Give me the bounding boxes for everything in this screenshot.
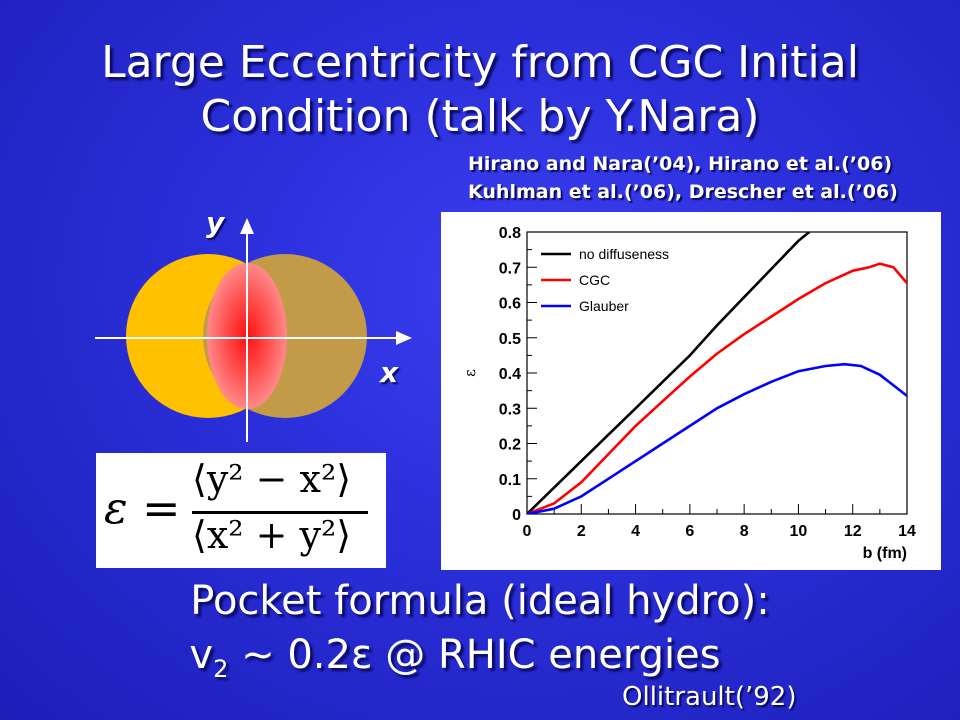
y-tick-label: 0.7 <box>499 260 521 277</box>
x-tick-label: 8 <box>740 523 749 540</box>
ollitrault-credit: Ollitrault(’92) <box>622 682 797 712</box>
eccentricity-chart-panel: 0 2 4 6 8 10 12 14 0 0.1 0.2 0.3 0.4 0.5 0.6 0.7 0.8 b (f… <box>441 212 941 570</box>
series-line-glauber <box>527 362 907 514</box>
formula-numerator: ⟨y² − x²⟩ <box>192 457 352 501</box>
series-line-cgc <box>527 262 907 514</box>
y-axis-label: ε <box>461 369 479 377</box>
y-tick-label: 0.3 <box>499 401 521 418</box>
series-line-no-diffuseness <box>527 232 811 514</box>
y-axis-arrow-icon <box>240 218 254 234</box>
x-tick-label: 12 <box>844 523 862 540</box>
formula-denominator: ⟨x² + y²⟩ <box>192 513 352 557</box>
pocket-formula-line-1: Pocket formula (ideal hydro): <box>190 578 770 624</box>
x-tick-label: 2 <box>577 523 586 540</box>
y-tick-label: 0.4 <box>499 366 521 383</box>
reference-line-2: Kuhlman et al.(’06), Drescher et al.(’06… <box>468 181 898 203</box>
formula-equals: = <box>142 481 181 535</box>
pocket-relation: ~ 0.2ε @ RHIC energies <box>228 632 721 678</box>
x-tick-label: 6 <box>685 523 694 540</box>
eccentricity-formula: ε = ⟨y² − x²⟩ ⟨x² + y²⟩ <box>96 453 386 568</box>
reference-line-1: Hirano and Nara(’04), Hirano et al.(’06) <box>468 153 893 175</box>
x-tick-label: 0 <box>523 523 532 540</box>
slide-title: Large Eccentricity from CGC Initial Cond… <box>0 36 960 144</box>
x-tick-label: 4 <box>631 523 640 540</box>
legend-label: CGC <box>579 272 610 288</box>
nuclei-overlap-diagram <box>95 218 412 442</box>
references: Hirano and Nara(’04), Hirano et al.(’06)… <box>468 150 898 206</box>
x-tick-label: 14 <box>898 523 916 540</box>
title-line-2: Condition (talk by Y.Nara) <box>200 91 760 142</box>
y-tick-label: 0 <box>512 507 521 524</box>
eccentricity-chart: 0 2 4 6 8 10 12 14 0 0.1 0.2 0.3 0.4 0.5 0.6 0.7 0.8 b (f… <box>461 225 916 562</box>
y-tick-label: 0.8 <box>499 225 521 242</box>
v2-symbol: v <box>189 632 214 678</box>
legend-label: Glauber <box>579 298 629 314</box>
x-axis-label: b (fm) <box>863 545 907 562</box>
x-axis-arrow-icon <box>396 331 412 345</box>
v2-subscript: 2 <box>213 655 229 683</box>
y-tick-label: 0.1 <box>499 472 521 489</box>
fraction-bar <box>192 511 368 514</box>
title-line-1: Large Eccentricity from CGC Initial <box>101 37 859 88</box>
formula-epsilon: ε <box>104 483 128 534</box>
y-tick-label: 0.2 <box>499 437 521 454</box>
pocket-formula-line-2: v2 ~ 0.2ε @ RHIC energies <box>0 632 960 683</box>
diagram-x-label: x <box>380 356 399 389</box>
x-tick-label: 10 <box>790 523 808 540</box>
diagram-y-label: y <box>206 206 225 239</box>
legend-label: no diffuseness <box>579 246 669 262</box>
y-tick-label: 0.5 <box>499 331 521 348</box>
y-tick-label: 0.6 <box>499 296 521 313</box>
